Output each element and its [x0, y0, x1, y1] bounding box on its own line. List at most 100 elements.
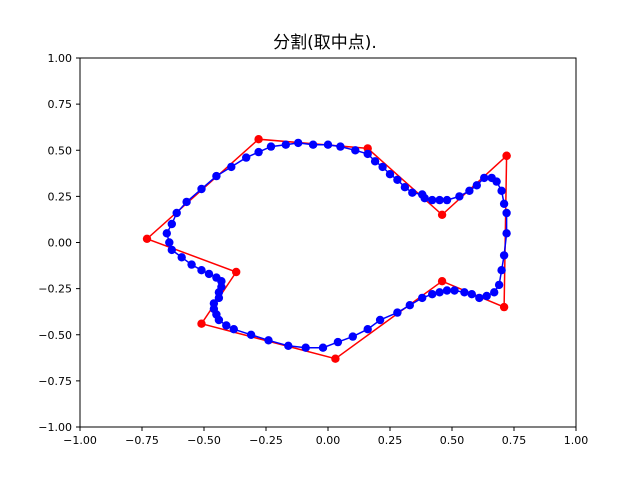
series-1-point — [405, 301, 414, 310]
series-1-point — [227, 162, 236, 172]
series-1-point — [442, 195, 452, 205]
series-1-point — [418, 293, 427, 303]
series-1-point — [323, 140, 333, 149]
y-tick-label: 0.25 — [48, 190, 73, 203]
series-1-point — [370, 157, 380, 166]
series-1-point — [212, 273, 221, 282]
series-1-point — [482, 291, 491, 301]
series-0-point — [197, 319, 206, 328]
series-0-point — [499, 302, 509, 312]
series-1-point — [435, 195, 444, 205]
x-tick-label: −1.00 — [63, 434, 97, 447]
series-1-point — [490, 288, 499, 297]
series-1-point — [212, 171, 221, 181]
series-1-point — [460, 288, 469, 297]
series-0-point — [437, 277, 447, 286]
series-0-point — [502, 151, 511, 160]
series-1-point — [499, 199, 509, 208]
series-1-point — [336, 142, 345, 151]
x-tick-label: 0.00 — [316, 434, 341, 447]
series-1-point — [475, 293, 484, 303]
series-1-point — [222, 321, 231, 330]
y-tick-label: 0.00 — [48, 237, 73, 250]
series-0-point — [254, 135, 263, 144]
series-1-point — [435, 288, 444, 297]
series-1-point — [499, 251, 509, 260]
series-1-point — [442, 286, 452, 295]
series-1-point — [420, 194, 429, 203]
series-1-point — [308, 140, 318, 149]
series-1-point — [242, 153, 251, 162]
y-tick-label: 1.00 — [48, 52, 73, 65]
series-1-point — [266, 142, 276, 151]
series-1-point — [333, 337, 343, 347]
series-1-point — [301, 343, 310, 352]
series-1-point — [167, 219, 176, 229]
y-tick-label: −0.50 — [38, 329, 72, 342]
x-tick-label: 0.25 — [378, 434, 403, 447]
x-tick-label: −0.50 — [187, 434, 221, 447]
series-1-point — [348, 332, 357, 341]
y-tick-label: −0.25 — [38, 283, 72, 296]
series-1-point — [318, 343, 328, 352]
series-1-point — [162, 229, 171, 238]
series-0-point — [232, 267, 241, 277]
x-tick-label: −0.75 — [125, 434, 159, 447]
chart-title: 分割(取中点). — [273, 33, 377, 53]
series-1-point — [363, 149, 372, 159]
x-tick-label: 1.00 — [564, 434, 589, 447]
series-1-point — [264, 336, 273, 345]
series-1-point — [455, 192, 464, 201]
series-1-point — [294, 138, 303, 148]
series-1-point — [351, 146, 360, 155]
series-1-point — [204, 269, 214, 279]
series-1-point — [172, 208, 181, 218]
x-tick-label: 0.75 — [502, 434, 527, 447]
axes-frame — [79, 57, 577, 428]
series-1-point — [428, 195, 437, 205]
series-1-point — [209, 299, 219, 308]
series-1-point — [197, 266, 206, 275]
y-tick-label: −0.75 — [38, 375, 72, 388]
series-0-point — [331, 354, 340, 363]
series-0-point — [437, 210, 447, 219]
series-1-point — [385, 170, 395, 179]
series-1-point — [497, 186, 506, 195]
y-tick-label: 0.50 — [48, 144, 73, 157]
series-1-point — [400, 183, 410, 192]
series-1-point — [450, 286, 459, 295]
series-1-point — [393, 308, 402, 317]
series-0-point — [142, 234, 152, 243]
series-1-point — [197, 184, 206, 194]
series-1-point — [497, 266, 506, 275]
series-1-point — [177, 253, 186, 262]
series-1-point — [375, 315, 385, 325]
series-1-point — [167, 245, 176, 255]
x-tick-label: −0.25 — [249, 434, 283, 447]
series-1-point — [467, 290, 476, 299]
y-tick-label: 0.75 — [48, 98, 73, 111]
series-1-point — [281, 140, 290, 149]
series-1-point — [492, 177, 501, 186]
series-1-point — [480, 173, 489, 183]
series-1-point — [363, 325, 372, 334]
series-1-point — [494, 280, 504, 290]
series-1-point — [472, 181, 481, 190]
series-1-point — [393, 175, 402, 184]
y-tick-label: −1.00 — [38, 421, 72, 434]
series-1-point — [187, 260, 196, 269]
series-1-point — [254, 147, 263, 157]
series-1-point — [246, 330, 256, 339]
series-1-point — [465, 186, 474, 195]
series-1-point — [502, 229, 511, 238]
series-1-point — [229, 325, 238, 334]
plot-area: −1.00 −0.75 −0.50 −0.25 0.00 0.25 0.50 0.75 1.00… — [38, 52, 588, 447]
series-1-point — [428, 290, 437, 299]
series-1-point — [182, 197, 191, 207]
series-1-point — [165, 238, 174, 247]
series-1-point — [408, 188, 417, 197]
series-1-point — [502, 208, 511, 218]
series-1-point — [284, 341, 293, 350]
